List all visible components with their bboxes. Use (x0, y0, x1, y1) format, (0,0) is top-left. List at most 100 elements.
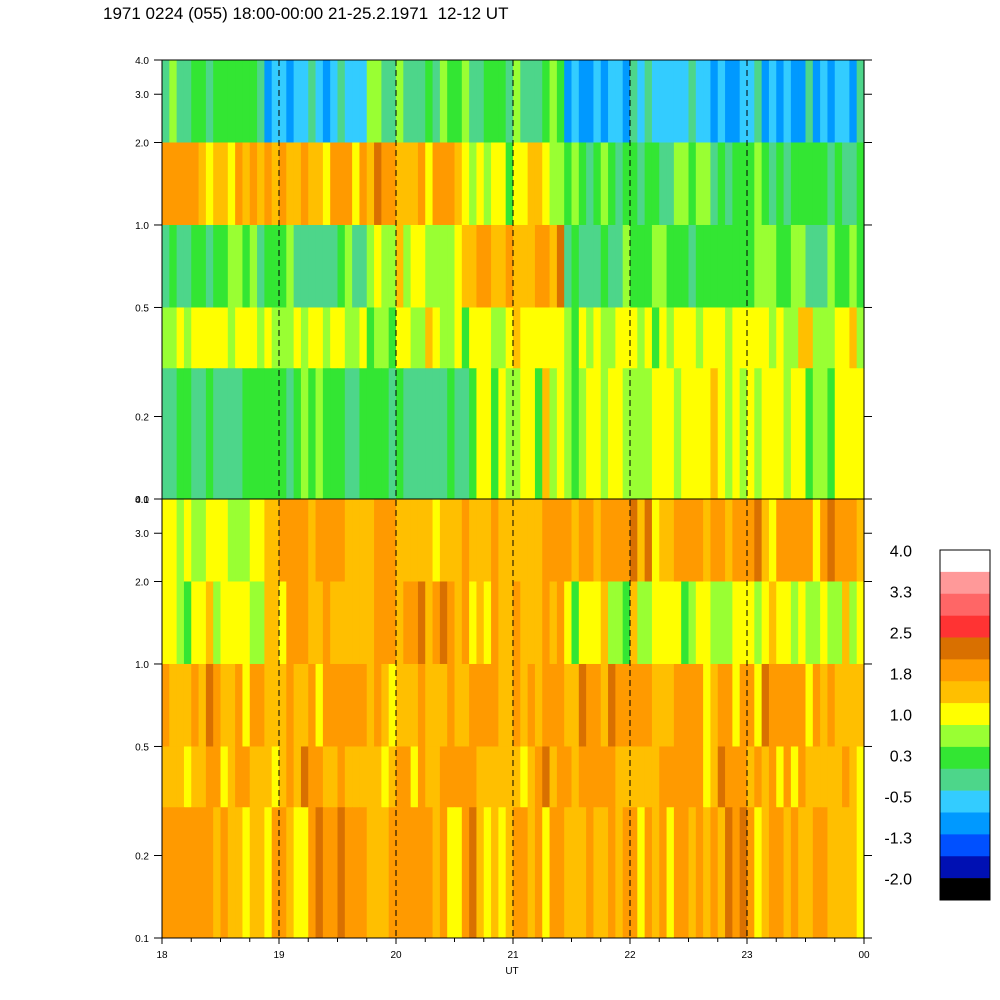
heatmap-cell (264, 368, 273, 500)
heatmap-cell (388, 60, 397, 143)
heatmap-cell (352, 142, 361, 226)
heatmap-cell (593, 307, 602, 369)
heatmap-cell (205, 224, 214, 308)
heatmap-cell (396, 581, 404, 665)
heatmap-cell (498, 807, 507, 939)
heatmap-cell (293, 142, 302, 226)
heatmap-cell (842, 663, 850, 747)
heatmap-cell (659, 746, 668, 808)
heatmap-cell (849, 307, 858, 369)
heatmap-cell (417, 142, 426, 226)
heatmap-cell (396, 307, 404, 369)
heatmap-cell (783, 746, 792, 808)
heatmap-cell (747, 60, 755, 143)
heatmap-cell (417, 60, 426, 143)
heatmap-cell (578, 746, 587, 808)
heatmap-cell (454, 581, 463, 665)
heatmap-cell (425, 581, 434, 665)
heatmap-cell (388, 581, 397, 665)
heatmap-cell (213, 581, 222, 665)
heatmap-cell (330, 746, 339, 808)
heatmap-cell (227, 142, 236, 226)
heatmap-cell (491, 663, 499, 747)
heatmap-cell (805, 142, 814, 226)
heatmap-cell (366, 499, 375, 582)
heatmap-cell (790, 142, 799, 226)
heatmap-cell (271, 224, 280, 308)
heatmap-cell (856, 581, 865, 665)
heatmap-cell (827, 368, 836, 500)
heatmap-cell (344, 368, 353, 500)
heatmap-cell (461, 368, 470, 500)
heatmap-cell (491, 60, 499, 143)
heatmap-cell (805, 746, 814, 808)
heatmap-cell (417, 581, 426, 665)
heatmap-cell (227, 224, 236, 308)
heatmap-cell (556, 60, 565, 143)
heatmap-cell (673, 60, 682, 143)
heatmap-cell (322, 746, 331, 808)
heatmap-cell (747, 368, 755, 500)
colorbar-swatch (940, 790, 990, 813)
heatmap-cell (249, 499, 258, 582)
heatmap-cell (549, 807, 558, 939)
heatmap-cell (783, 663, 792, 747)
heatmap-cell (264, 807, 273, 939)
heatmap-cell (564, 581, 573, 665)
heatmap-cell (425, 224, 434, 308)
heatmap-cell (264, 307, 273, 369)
heatmap-cell (381, 60, 390, 143)
heatmap-cell (396, 663, 404, 747)
heatmap-cell (571, 807, 580, 939)
heatmap-cell (220, 581, 229, 665)
heatmap-cell (162, 746, 170, 808)
heatmap-cell (703, 224, 712, 308)
heatmap-cell (520, 60, 529, 143)
heatmap-cell (498, 60, 507, 143)
heatmap-cell (776, 746, 785, 808)
heatmap-cell (417, 224, 426, 308)
heatmap-cell (615, 307, 624, 369)
heatmap-cell (220, 663, 229, 747)
heatmap-cell (257, 368, 265, 500)
heatmap-cell (834, 368, 843, 500)
heatmap-cell (820, 368, 829, 500)
heatmap-cell (169, 142, 178, 226)
heatmap-cell (366, 368, 375, 500)
heatmap-cell (417, 368, 426, 500)
colorbar-swatch (940, 856, 990, 879)
heatmap-cell (695, 60, 704, 143)
heatmap-cell (352, 746, 361, 808)
heatmap-cell (381, 499, 390, 582)
heatmap-cell (235, 581, 244, 665)
heatmap-cell (578, 142, 587, 226)
heatmap-cell (279, 307, 287, 369)
heatmap-cell (673, 807, 682, 939)
heatmap-cell (527, 224, 536, 308)
colorbar-swatch (940, 768, 990, 791)
heatmap-cell (842, 581, 850, 665)
x-tick-label: 20 (390, 950, 402, 961)
heatmap-cell (491, 368, 499, 500)
colorbar-label: -1.3 (884, 831, 912, 848)
heatmap-cell (644, 663, 653, 747)
heatmap-cell (249, 663, 258, 747)
heatmap-cell (761, 368, 770, 500)
heatmap-cell (425, 60, 434, 143)
heatmap-cell (703, 807, 712, 939)
heatmap-cell (549, 368, 558, 500)
heatmap-cell (293, 368, 302, 500)
heatmap-cell (257, 142, 265, 226)
heatmap-cell (322, 368, 331, 500)
heatmap-cell (776, 60, 785, 143)
heatmap-cell (622, 307, 631, 369)
heatmap-cell (849, 499, 858, 582)
heatmap-cell (542, 368, 551, 500)
heatmap-cell (586, 663, 595, 747)
heatmap-cell (747, 807, 755, 939)
heatmap-cell (725, 60, 733, 143)
heatmap-cell (513, 142, 521, 226)
heatmap-cell (630, 499, 638, 582)
heatmap-cell (410, 142, 419, 226)
colorbar-label: -2.0 (884, 872, 912, 889)
